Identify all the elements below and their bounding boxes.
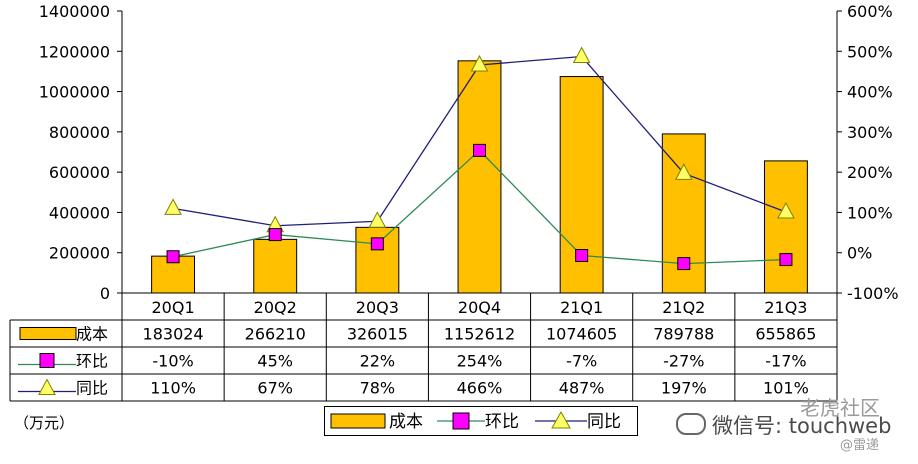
table-cell: 326015	[347, 325, 408, 344]
legend-label-cost: 成本	[389, 412, 423, 432]
y-left-tick-label: 0	[100, 284, 110, 303]
watermark: 微信号: touchweb	[676, 410, 891, 440]
y-right-tick-label: 600%	[847, 2, 893, 21]
watermark-text: 微信号: touchweb	[712, 414, 892, 438]
y-left-tick-label: 200000	[49, 244, 110, 263]
table-cell: 266210	[245, 325, 306, 344]
table-row-label: 成本	[76, 325, 108, 344]
table-cell: -7%	[566, 352, 597, 371]
table-cell: 254%	[457, 352, 503, 371]
x-category-label: 20Q1	[152, 298, 195, 317]
table-cell: 101%	[763, 379, 809, 398]
table-cell: 1152612	[444, 325, 515, 344]
table-cell: 110%	[150, 379, 196, 398]
table-cell: 183024	[143, 325, 204, 344]
y-right-tick-label: 500%	[847, 42, 893, 61]
y-right-tick-label: -100%	[847, 284, 899, 303]
table-cell: 197%	[661, 379, 707, 398]
bar-cost	[457, 60, 502, 294]
table-cell: -10%	[152, 352, 193, 371]
marker-yoy	[164, 198, 182, 215]
table-cell: 655865	[755, 325, 816, 344]
brand-watermark: 老虎社区	[800, 396, 880, 420]
marker-yoy	[777, 201, 795, 219]
y-left-tick-label: 600000	[49, 163, 110, 182]
brand-sub-watermark: @雷递	[840, 438, 880, 453]
marker-yoy	[674, 163, 693, 180]
table-key-yoy-marker	[38, 378, 56, 395]
table-cell: 1074605	[546, 325, 617, 344]
marker-qoq	[166, 250, 180, 264]
table-key-qoq-marker	[39, 353, 55, 368]
x-category-label: 20Q3	[356, 298, 399, 317]
y-left-tick-label: 1400000	[39, 2, 110, 21]
legend-label-yoy: 同比	[587, 412, 621, 432]
marker-qoq	[268, 228, 282, 242]
y-right-tick-label: 0%	[847, 244, 872, 263]
table-cell: 67%	[257, 379, 293, 398]
legend-svg: 成本 环比 同比	[330, 410, 621, 432]
marker-qoq	[677, 257, 691, 271]
x-category-label: 21Q1	[560, 298, 603, 317]
y-left-tick-label: 400000	[49, 203, 110, 222]
legend-marker-qoq	[452, 412, 470, 430]
bar-cost	[763, 160, 808, 294]
legend: 成本 环比 同比	[324, 406, 638, 436]
legend-swatch-cost	[330, 413, 386, 429]
table-cell: 466%	[457, 379, 503, 398]
x-category-label: 20Q2	[254, 298, 297, 317]
y-right-tick-label: 400%	[847, 83, 893, 102]
table-cell: 22%	[360, 352, 396, 371]
table-key-cost	[19, 327, 77, 340]
bar-cost	[355, 226, 400, 294]
y-right-tick-label: 100%	[847, 203, 893, 222]
legend-marker-yoy	[551, 410, 571, 429]
table-cell: 487%	[559, 379, 605, 398]
table-row-label: 同比	[76, 379, 108, 398]
bar-cost	[253, 238, 298, 294]
x-category-label: 20Q4	[458, 298, 501, 317]
y-left-tick-label: 1200000	[39, 42, 110, 61]
table-cell: -27%	[663, 352, 704, 371]
unit-label: （万元）	[14, 414, 75, 432]
marker-qoq	[575, 249, 589, 263]
y-right-tick-label: 200%	[847, 163, 893, 182]
marker-yoy	[470, 54, 489, 72]
marker-yoy	[368, 211, 387, 228]
table-cell: 78%	[360, 379, 396, 398]
x-category-label: 21Q2	[662, 298, 705, 317]
marker-qoq	[473, 143, 486, 157]
wechat-icon	[676, 413, 706, 435]
table-cell: 789788	[653, 325, 714, 344]
y-left-tick-label: 800000	[49, 123, 110, 142]
y-left-tick-label: 1000000	[39, 83, 110, 102]
y-right-tick-label: 300%	[847, 123, 893, 142]
marker-qoq	[779, 253, 793, 267]
x-category-label: 21Q3	[764, 298, 807, 317]
legend-label-qoq: 环比	[485, 412, 519, 432]
marker-yoy	[572, 46, 591, 64]
table-row-label: 环比	[76, 352, 108, 371]
marker-qoq	[370, 237, 384, 251]
table-cell: -17%	[765, 352, 806, 371]
table-cell: 45%	[257, 352, 293, 371]
